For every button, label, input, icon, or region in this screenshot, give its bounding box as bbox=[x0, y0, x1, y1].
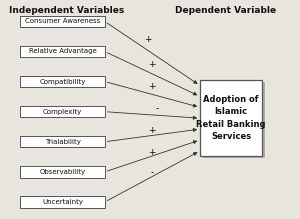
Text: Compatibility: Compatibility bbox=[39, 79, 86, 85]
Text: +: + bbox=[148, 148, 155, 157]
Bar bbox=[20, 76, 105, 87]
Bar bbox=[20, 106, 105, 117]
Text: -: - bbox=[151, 168, 154, 177]
Text: Adoption of
Islamic
Retail Banking
Services: Adoption of Islamic Retail Banking Servi… bbox=[196, 95, 266, 141]
Text: Relative Advantage: Relative Advantage bbox=[28, 48, 96, 55]
Bar bbox=[20, 196, 105, 208]
Bar bbox=[20, 136, 105, 147]
Text: Trialability: Trialability bbox=[45, 139, 80, 145]
Text: Independent Variables: Independent Variables bbox=[9, 6, 124, 15]
Text: Dependent Variable: Dependent Variable bbox=[175, 6, 276, 15]
Text: -: - bbox=[155, 104, 159, 113]
Bar bbox=[20, 46, 105, 57]
Bar bbox=[200, 80, 262, 156]
Text: Complexity: Complexity bbox=[43, 109, 82, 115]
Bar bbox=[20, 16, 105, 27]
Text: Uncertainty: Uncertainty bbox=[42, 199, 83, 205]
Text: Consumer Awareness: Consumer Awareness bbox=[25, 18, 100, 24]
Text: Observability: Observability bbox=[39, 169, 86, 175]
Text: +: + bbox=[148, 82, 155, 91]
Bar bbox=[203, 82, 265, 159]
Text: +: + bbox=[144, 35, 152, 44]
Text: +: + bbox=[148, 60, 155, 69]
Bar bbox=[20, 166, 105, 178]
Text: +: + bbox=[148, 126, 155, 135]
